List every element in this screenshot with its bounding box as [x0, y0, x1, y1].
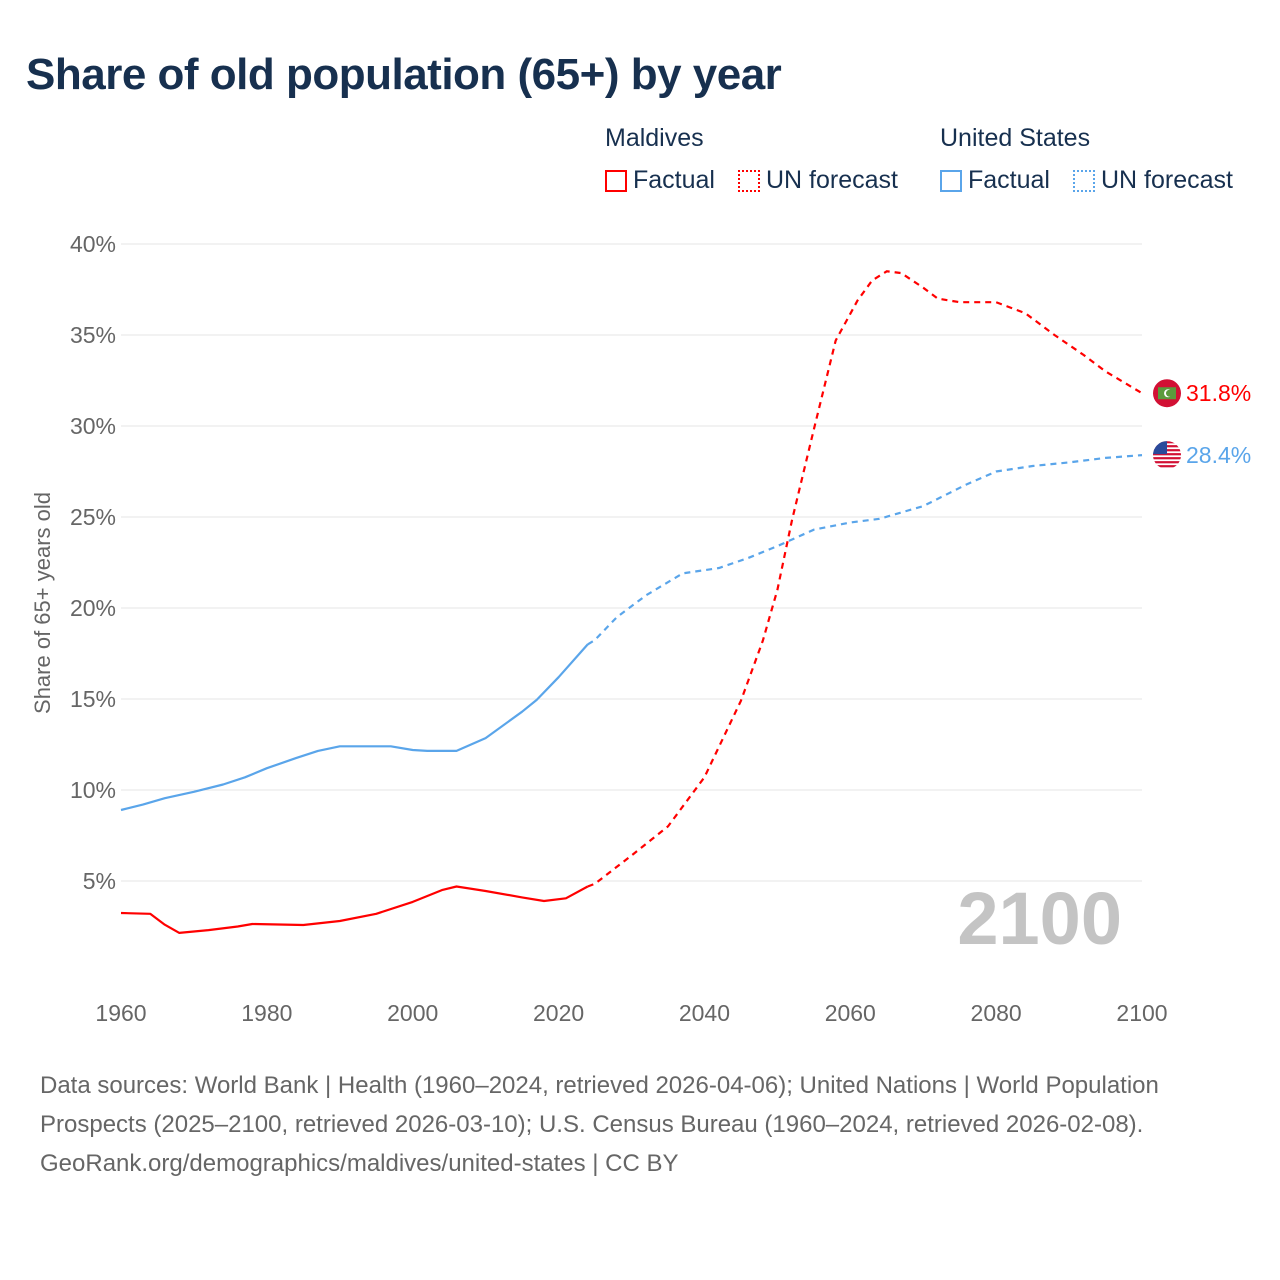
flag-stripe [1153, 461, 1181, 464]
y-tick-label: 40% [70, 231, 116, 257]
y-tick-label: 30% [70, 413, 116, 439]
source-link[interactable]: GeoRank.org/demographics/maldives/united… [40, 1150, 679, 1177]
x-tick-label: 2020 [533, 1000, 584, 1026]
flag-crescent-cut [1166, 389, 1173, 397]
source-text: Data sources: World Bank | Health (1960–… [40, 1072, 1159, 1138]
y-tick-label: 15% [70, 686, 116, 712]
flag-stripe [1153, 465, 1181, 468]
legend-label: Factual [968, 166, 1050, 194]
legend-swatch-solid [605, 169, 627, 192]
x-tick-label: 1980 [241, 1000, 292, 1026]
legend-us-factual[interactable]: Factual [940, 166, 1050, 195]
legend-us-forecast[interactable]: UN forecast [1073, 166, 1233, 195]
legend-country-us: United States [940, 124, 1091, 152]
legend-label: UN forecast [766, 166, 898, 194]
united-states-end-label: 28.4% [1186, 442, 1251, 468]
y-tick-label: 25% [70, 504, 116, 530]
us-flag-icon [1153, 441, 1181, 470]
legend-swatch-dotted [1073, 169, 1095, 192]
chart-title: Share of old population (65+) by year [26, 50, 782, 99]
flag-canton [1153, 441, 1167, 455]
legend-label: UN forecast [1101, 166, 1233, 194]
legend-label: Factual [633, 166, 715, 194]
united-states-factual-line [120, 643, 589, 812]
source-note: Data sources: World Bank | Health (1960–… [40, 1066, 1240, 1183]
maldives-flag-icon [1153, 379, 1181, 408]
line-chart: 5% 10% 15% 20% 25% 30% 35% 40% 1960 1980 2000 2020 2… [30, 231, 1251, 1026]
y-axis-label: Share of 65+ years old [30, 492, 55, 714]
legend-maldives-factual[interactable]: Factual [605, 166, 715, 195]
maldives-end-label: 31.8% [1186, 380, 1251, 406]
flag-stripe [1153, 453, 1181, 456]
x-tick-label: 2040 [679, 1000, 730, 1026]
legend-swatch-dotted [738, 169, 760, 192]
x-tick-label: 2060 [825, 1000, 876, 1026]
legend-maldives-forecast[interactable]: UN forecast [738, 166, 898, 195]
y-tick-label: 5% [83, 868, 116, 894]
maldives-forecast-line [587, 270, 1143, 888]
flag-body [1153, 441, 1181, 470]
united-states-forecast-line [587, 454, 1143, 646]
y-tick-label: 20% [70, 595, 116, 621]
legend-swatch-solid [940, 169, 962, 192]
legend-country-maldives: Maldives [605, 124, 704, 152]
x-tick-label: 1960 [95, 1000, 146, 1026]
y-tick-label: 10% [70, 777, 116, 803]
year-watermark: 2100 [957, 877, 1122, 960]
y-tick-label: 35% [70, 322, 116, 348]
x-tick-label: 2080 [971, 1000, 1022, 1026]
flag-stripe [1153, 457, 1181, 460]
x-tick-label: 2100 [1116, 1000, 1167, 1026]
maldives-factual-line [120, 885, 589, 935]
x-tick-label: 2000 [387, 1000, 438, 1026]
